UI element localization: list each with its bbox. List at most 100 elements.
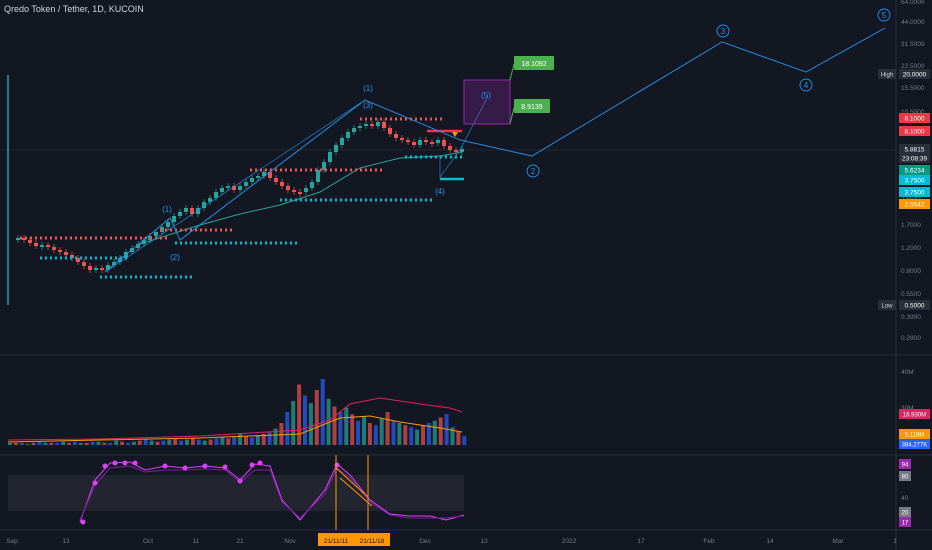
volume-ma (7, 397, 463, 441)
y-tick-label: 44.0000 (901, 19, 925, 26)
volume-bar (72, 441, 77, 445)
price-tag-value: 8.1000 (905, 129, 925, 136)
volume-tag-bg (899, 409, 930, 419)
candle-body (364, 124, 368, 126)
x-tick-label: 11 (193, 538, 200, 545)
y-tick-label: 31.5000 (901, 41, 925, 48)
volume-bar (438, 417, 443, 445)
y-tick-label: 64.0000 (901, 0, 925, 6)
osc-signal (79, 465, 465, 521)
candle-body (460, 149, 464, 152)
candle-body (280, 182, 284, 186)
x-tick-label: Dec (419, 538, 431, 545)
volume-bar (362, 416, 366, 445)
candle-body (154, 232, 158, 236)
candle-body (340, 138, 344, 145)
volume-tag-bg (899, 439, 930, 449)
candle-body (196, 208, 200, 214)
volume-bar (332, 406, 337, 445)
candle-body (226, 186, 230, 188)
x-tick-label: 14 (766, 538, 774, 545)
osc-tick: 40 (901, 495, 909, 502)
volume-bar (143, 439, 148, 445)
target-label-bg (514, 99, 550, 113)
volume-bar (367, 423, 372, 445)
volume-bar (456, 431, 461, 445)
volume-bar (78, 442, 83, 445)
volume-bar (102, 442, 107, 445)
wave-label: 2 (531, 167, 536, 176)
price-tag-label: High (881, 73, 893, 79)
osc-dot (80, 519, 86, 525)
price-tag-value: 0.5000 (905, 303, 925, 310)
volume-bar (131, 441, 136, 445)
y-tick-label: 0.3900 (901, 314, 921, 321)
candle-body (352, 128, 356, 132)
candle-body (190, 208, 194, 214)
volume-bar (84, 442, 89, 445)
volume-bar (49, 442, 54, 445)
volume-bar (356, 420, 361, 445)
x-tick-label: Nov (284, 538, 296, 545)
volume-tag-value: 16.930M (903, 413, 926, 419)
osc-dot (112, 460, 118, 466)
volume-bar (167, 439, 172, 445)
x-tick-label: Feb (703, 538, 715, 545)
candle-body (112, 262, 116, 265)
osc-dot (237, 478, 243, 484)
volume-bar (19, 442, 24, 445)
candle-body (22, 238, 26, 240)
volume-bar (214, 438, 219, 445)
osc-line (79, 461, 465, 523)
volume-bar (379, 418, 384, 445)
osc-tag-value: 17 (902, 521, 909, 527)
y-tick-label: 22.5000 (901, 63, 925, 70)
x-tick-highlight (318, 533, 354, 546)
marker-diagonal (339, 477, 373, 507)
osc-tag-value: 80 (902, 475, 909, 481)
volume-bar (202, 440, 207, 445)
candle-body (328, 152, 332, 162)
volume-bar (196, 439, 201, 445)
price-tag-value: 5.8815 (905, 147, 925, 154)
price-tag-bg (899, 165, 930, 175)
volume-bar (267, 431, 272, 445)
candle-body (256, 176, 260, 178)
volume-bar (55, 442, 60, 445)
volume-bar (173, 438, 178, 445)
candle-body (274, 178, 278, 182)
candle-body (268, 172, 272, 178)
y-tick-label: 0.5500 (901, 291, 921, 298)
price-tag-bg (899, 144, 930, 154)
candle-body (136, 244, 140, 248)
volume-bar (373, 425, 378, 445)
volume-bar (96, 441, 101, 445)
volume-bar (13, 442, 18, 445)
volume-bar (261, 434, 266, 445)
moving-average (139, 151, 463, 245)
x-tick-label: Sep (6, 538, 18, 545)
price-tag-bg (899, 187, 930, 197)
osc-dot (257, 460, 263, 466)
y-tick-label: 1.2000 (901, 245, 921, 252)
candle-body (250, 178, 254, 182)
x-tick-highlight (354, 533, 390, 546)
osc-tag-value: 20 (902, 511, 909, 517)
osc-dot (132, 460, 138, 466)
osc-tag-bg (899, 471, 911, 481)
volume-bar (432, 420, 437, 445)
candle-body (238, 186, 242, 190)
volume-bar (61, 441, 66, 445)
candle-body (388, 128, 392, 134)
candle-body (430, 142, 434, 144)
candle-body (316, 170, 320, 182)
volume-bar (137, 440, 142, 445)
price-tag-bg (899, 126, 930, 136)
osc-dot (102, 463, 108, 469)
candle-body (64, 252, 68, 255)
candle-body (262, 172, 266, 176)
volume-bar (149, 440, 154, 445)
price-tag-label: Low (881, 304, 893, 310)
volume-bar (108, 442, 113, 445)
